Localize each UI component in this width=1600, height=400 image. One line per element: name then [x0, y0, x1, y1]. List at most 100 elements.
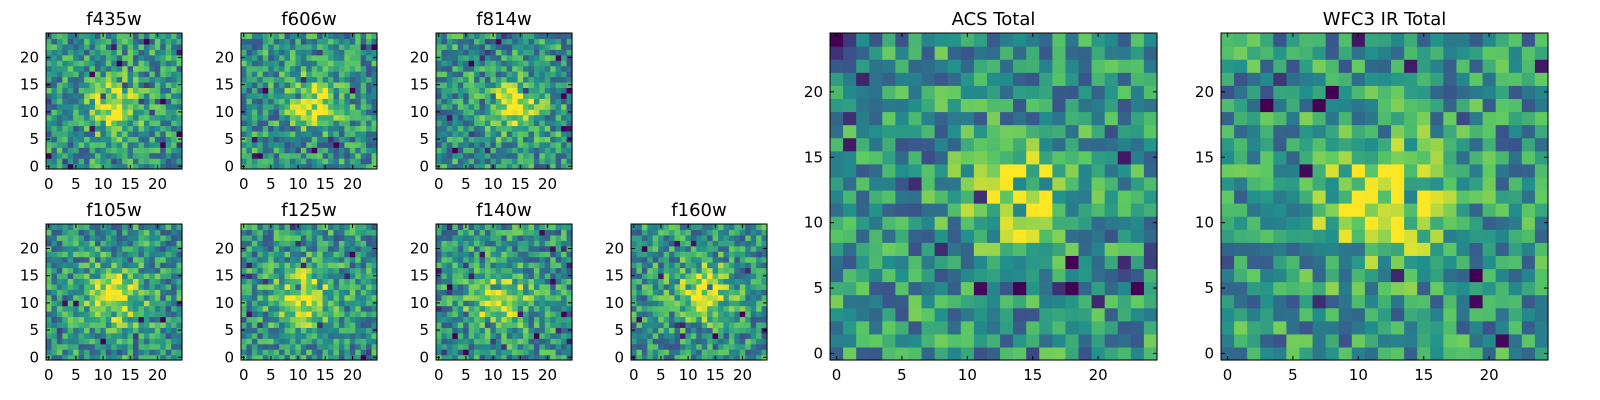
heatmap-cell [679, 311, 686, 318]
heatmap-cell [652, 338, 659, 345]
heatmap-cell [51, 147, 58, 154]
y-tick-label: 0 [224, 157, 234, 175]
heatmap-cell [523, 87, 530, 94]
heatmap-cell [127, 289, 134, 296]
heatmap-cell [631, 278, 638, 285]
heatmap-cell [165, 283, 172, 290]
heatmap-cell [690, 332, 697, 339]
heatmap-cell [501, 103, 508, 110]
heatmap-cell [366, 71, 373, 78]
heatmap-cell [739, 289, 746, 296]
heatmap-cell [501, 229, 508, 236]
heatmap-cell [512, 245, 519, 252]
heatmap-cell [495, 87, 502, 94]
heatmap-cell [317, 87, 324, 94]
heatmap-cell [306, 343, 313, 350]
heatmap-cell [457, 163, 464, 170]
heatmap-cell [360, 33, 367, 40]
heatmap-cell [56, 81, 63, 88]
heatmap-cell [262, 343, 269, 350]
heatmap-cell [338, 338, 345, 345]
heatmap-cell [111, 125, 118, 132]
heatmap-cell [745, 305, 752, 312]
heatmap-cell [446, 327, 453, 334]
heatmap-cell [501, 43, 508, 50]
heatmap-cell [67, 71, 74, 78]
heatmap-cell [441, 158, 448, 165]
heatmap-cell [279, 311, 286, 318]
heatmap-cell [566, 60, 573, 67]
heatmap-cell [100, 76, 107, 83]
heatmap-cell [512, 136, 519, 143]
heatmap-cell [366, 163, 373, 170]
heatmap-cell [268, 332, 275, 339]
heatmap-cell [674, 278, 681, 285]
heatmap-cell [289, 130, 296, 137]
heatmap-cell [463, 81, 470, 88]
heatmap-cell [73, 272, 80, 279]
heatmap-cell [739, 267, 746, 274]
heatmap-cell [501, 311, 508, 318]
heatmap-cell [701, 305, 708, 312]
heatmap-cell [856, 320, 870, 335]
heatmap-cell [138, 87, 145, 94]
heatmap-cell [273, 300, 280, 307]
heatmap-cell [474, 136, 481, 143]
heatmap-cell [322, 240, 329, 247]
heatmap-cell [512, 103, 519, 110]
heatmap-cell [761, 289, 768, 296]
heatmap-cell [517, 338, 524, 345]
heatmap-cell [138, 343, 145, 350]
heatmap-cell [934, 281, 949, 296]
heatmap-cell [647, 262, 654, 269]
heatmap-cell [479, 163, 486, 170]
heatmap-cell [78, 98, 85, 105]
heatmap-cell [506, 300, 513, 307]
heatmap-cell [344, 349, 351, 356]
heatmap-cell [355, 114, 362, 121]
y-tick-label: 15 [410, 76, 429, 94]
heatmap-cell [289, 229, 296, 236]
heatmap-cell [300, 54, 307, 61]
heatmap-cell [921, 242, 936, 256]
heatmap-cell [550, 141, 557, 148]
heatmap-cell [176, 294, 183, 301]
heatmap-cell [1104, 294, 1119, 309]
heatmap-cell [133, 300, 140, 307]
heatmap-cell [484, 120, 491, 127]
heatmap-cell [647, 316, 654, 323]
heatmap-cell [268, 240, 275, 247]
heatmap-cell [300, 163, 307, 170]
heatmap-cell [506, 54, 513, 61]
heatmap-cell [533, 125, 540, 132]
heatmap-cell [154, 278, 161, 285]
heatmap-cell [56, 278, 63, 285]
heatmap-cell [636, 311, 643, 318]
heatmap-cell [328, 251, 335, 258]
heatmap-cell [300, 114, 307, 121]
heatmap-cell [468, 332, 475, 339]
heatmap-cell [566, 267, 573, 274]
heatmap-cell [479, 152, 486, 159]
heatmap-cell [344, 71, 351, 78]
heatmap-cell [1065, 216, 1080, 230]
heatmap-cell [539, 343, 546, 350]
heatmap-cell [279, 229, 286, 236]
heatmap-cell [501, 65, 508, 72]
heatmap-cell [154, 65, 161, 72]
heatmap-cell [306, 141, 313, 148]
heatmap-cell [371, 305, 378, 312]
heatmap-cell [707, 294, 714, 301]
heatmap-cell [882, 163, 896, 178]
heatmap-cell [669, 224, 676, 231]
heatmap-cell [143, 316, 150, 323]
heatmap-cell [176, 338, 183, 345]
heatmap-cell [279, 103, 286, 110]
heatmap-cell [338, 245, 345, 252]
heatmap-cell [105, 141, 112, 148]
heatmap-cell [349, 321, 356, 328]
heatmap-cell [165, 321, 172, 328]
heatmap-cell [533, 76, 540, 83]
heatmap-cell [89, 251, 96, 258]
heatmap-cell [122, 278, 129, 285]
